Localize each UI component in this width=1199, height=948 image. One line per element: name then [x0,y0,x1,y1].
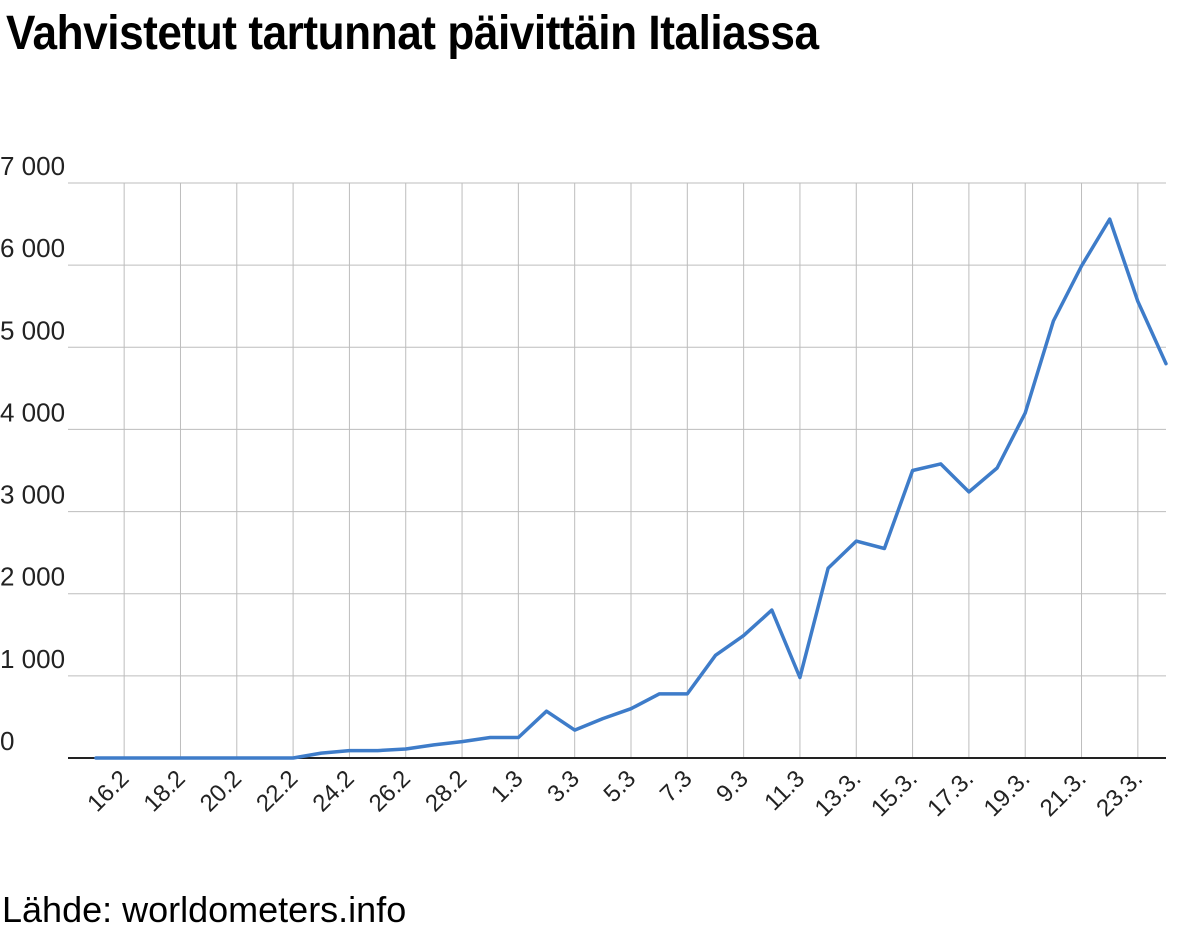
x-tick-label: 17.3. [922,765,979,822]
data-point [94,756,98,760]
data-point [516,735,520,739]
x-tick-label: 21.3. [1035,765,1092,822]
y-tick-label: 4 000 [0,397,65,427]
data-point [742,634,746,638]
x-tick-label: 1.3 [486,765,529,808]
x-tick-label: 23.3. [1091,765,1148,822]
data-point [235,756,239,760]
data-point [122,756,126,760]
data-point [967,490,971,494]
series-line [94,217,1168,760]
x-tick-label: 7.3 [655,765,698,808]
x-tick-label: 16.2 [82,765,134,817]
data-point [713,653,717,657]
data-point [629,707,633,711]
data-point [798,676,802,680]
data-point [460,740,464,744]
source-note: Lähde: worldometers.info [2,889,407,930]
x-tick-label: 9.3 [711,765,754,808]
x-tick-label: 5.3 [599,765,642,808]
y-tick-label: 7 000 [0,151,65,181]
data-point [545,709,549,713]
chart-title: Vahvistetut tartunnat päivittäin Italias… [6,7,819,60]
y-tick-label: 3 000 [0,480,65,510]
data-point [1136,299,1140,303]
data-point [770,608,774,612]
data-point [657,692,661,696]
x-axis-tick-labels: 16.2 18.2 20.2 22.2 24.2 26.2 28.2 1.3 3.3 5.3 7.3… [82,765,1148,822]
y-tick-label: 2 000 [0,562,65,592]
gridlines [68,182,1166,758]
data-point [404,747,408,751]
data-point [488,735,492,739]
data-point [854,539,858,543]
y-tick-label: 6 000 [0,233,65,263]
data-point [376,749,380,753]
x-tick-label: 26.2 [364,765,416,817]
x-tick-label: 15.3. [866,765,923,822]
data-point [291,756,295,760]
data-point [882,547,886,551]
x-tick-label: 11.3 [759,765,810,816]
data-point [319,751,323,755]
data-point [432,743,436,747]
x-tick-label: 19.3. [979,765,1036,822]
y-tick-label: 0 [0,726,14,756]
y-tick-label: 1 000 [0,644,65,674]
x-tick-label: 28.2 [420,765,472,817]
x-tick-label: 22.2 [251,765,303,817]
data-point [150,756,154,760]
data-point [178,756,182,760]
data-point [207,756,211,760]
data-point [1108,217,1112,221]
x-tick-label: 3.3 [542,765,585,808]
data-point [939,462,943,466]
y-tick-label: 5 000 [0,315,65,345]
data-point [601,717,605,721]
data-point [911,469,915,473]
data-point [1164,362,1168,366]
data-point [826,566,830,570]
data-point [1080,264,1084,268]
data-point [995,466,999,470]
x-tick-label: 20.2 [195,765,247,817]
data-point [263,756,267,760]
data-point [1023,411,1027,415]
x-tick-label: 24.2 [308,765,360,817]
data-point [573,728,577,732]
x-tick-label: 18.2 [139,765,191,817]
data-point [347,749,351,753]
y-axis-tick-labels: 0 1 000 2 000 3 000 4 000 5 000 6 000 7 000 [0,151,65,756]
series-daily-cases [94,217,1168,760]
data-point [1051,319,1055,323]
data-point [685,692,689,696]
x-tick-label: 13.3. [810,765,867,822]
